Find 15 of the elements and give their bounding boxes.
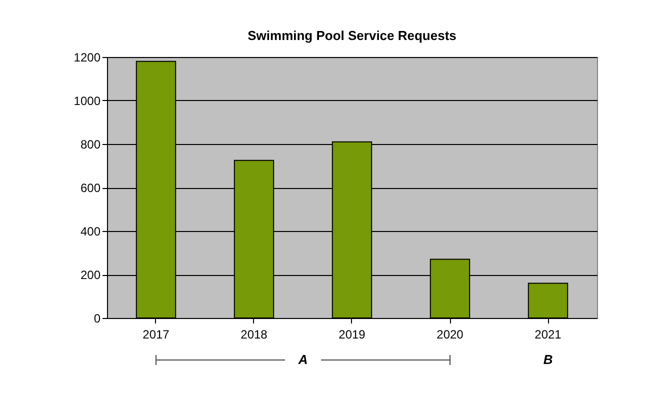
chart-title: Swimming Pool Service Requests <box>248 28 456 43</box>
x-tick-label: 2018 <box>240 328 268 342</box>
x-tick-label: 2019 <box>338 328 366 342</box>
y-tick-label: 0 <box>94 312 101 326</box>
x-tick-label: 2017 <box>142 328 170 342</box>
x-tick-label: 2020 <box>436 328 464 342</box>
text: B <box>543 352 553 367</box>
y-tick-label: 200 <box>80 268 101 282</box>
text: A <box>297 352 308 367</box>
y-tick-label: 1000 <box>74 94 101 108</box>
y-tick-label: 1200 <box>74 50 101 64</box>
y-tick-label: 600 <box>80 181 101 195</box>
y-tick-label: 400 <box>80 224 101 238</box>
x-tick-label: 2021 <box>534 328 562 342</box>
y-tick-label: 800 <box>80 138 101 152</box>
